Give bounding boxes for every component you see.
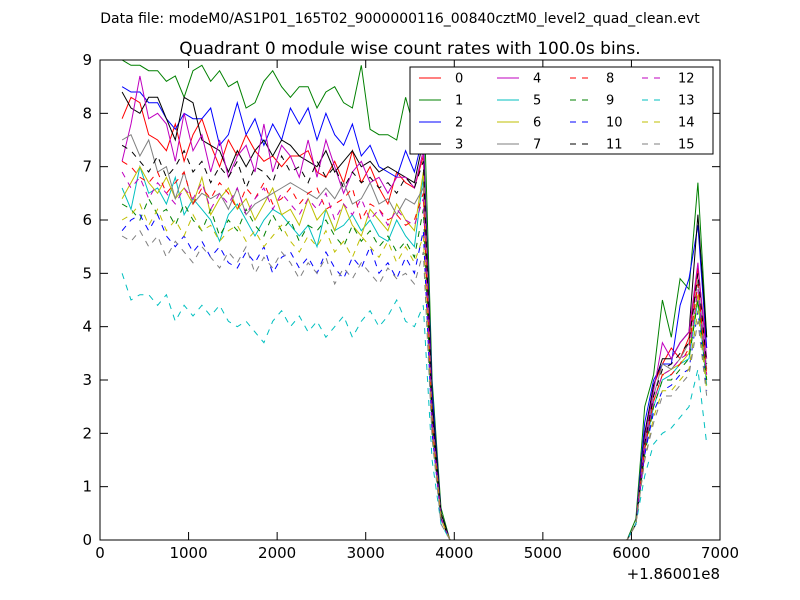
- x-tick-label: 0: [95, 544, 105, 562]
- data-file-title: Data file: modeM0/AS1P01_165T02_90000001…: [100, 11, 700, 27]
- legend-label-1: 1: [455, 94, 463, 109]
- legend-label-3: 3: [455, 138, 463, 153]
- plot-frame: [99, 59, 721, 541]
- x-tick-label: 7000: [701, 544, 739, 562]
- legend-label-5: 5: [533, 94, 541, 109]
- x-offset-label: +1.86001e8: [627, 565, 720, 583]
- legend-label-4: 4: [533, 72, 541, 87]
- x-tick-label: 5000: [524, 544, 562, 562]
- legend-label-11: 11: [606, 138, 623, 153]
- series-line-15: [121, 229, 708, 541]
- legend-box: [409, 66, 714, 155]
- y-tick-label: 2: [82, 424, 92, 442]
- y-tick-label: 7: [82, 158, 92, 176]
- y-tick-label: 1: [82, 478, 92, 496]
- y-tick-label: 6: [82, 211, 92, 229]
- legend-label-12: 12: [678, 72, 695, 87]
- legend-label-8: 8: [606, 72, 614, 87]
- legend-label-15: 15: [678, 138, 695, 153]
- legend-label-7: 7: [533, 138, 541, 153]
- y-tick-label: 9: [82, 51, 92, 69]
- legend-label-10: 10: [606, 116, 623, 131]
- legend-label-14: 14: [678, 116, 695, 131]
- y-tick-label: 4: [82, 318, 92, 336]
- legend-label-13: 13: [678, 94, 695, 109]
- legend-label-0: 0: [455, 72, 463, 87]
- y-tick-label: 5: [82, 264, 92, 282]
- y-tick-label: 3: [82, 371, 92, 389]
- legend-label-9: 9: [606, 94, 614, 109]
- series-line-8: [121, 160, 708, 541]
- x-tick-label: 6000: [612, 544, 650, 562]
- y-tick-label: 8: [82, 104, 92, 122]
- x-tick-label: 3000: [347, 544, 385, 562]
- chart-title: Quadrant 0 module wise count rates with …: [179, 39, 640, 59]
- x-tick-label: 4000: [435, 544, 473, 562]
- x-tick-label: 1000: [169, 544, 207, 562]
- legend-label-6: 6: [533, 116, 541, 131]
- y-tick-label: 0: [82, 531, 92, 549]
- x-tick-label: 2000: [258, 544, 296, 562]
- legend-label-2: 2: [455, 116, 463, 131]
